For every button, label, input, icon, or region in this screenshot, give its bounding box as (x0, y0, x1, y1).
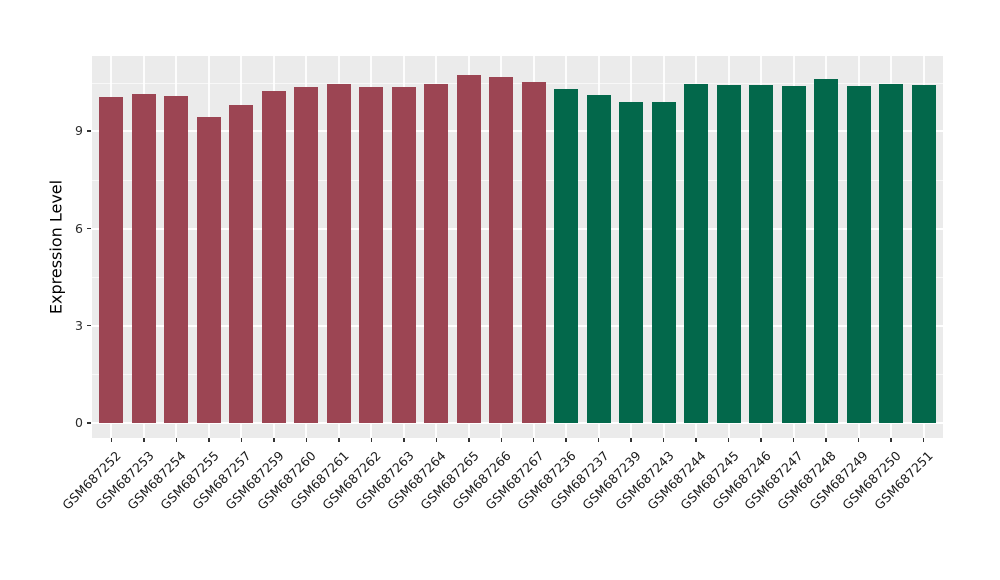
x-tick-mark-GSM687267 (532, 438, 535, 442)
y-tick-mark-9 (87, 130, 91, 132)
x-tick-mark-GSM687244 (695, 438, 697, 442)
bar-GSM687252 (99, 97, 124, 423)
x-tick-mark-GSM687254 (175, 438, 178, 442)
bar-GSM687236 (554, 88, 579, 423)
x-tick-mark-GSM687236 (565, 438, 567, 442)
bar-GSM687253 (131, 94, 156, 423)
x-tick-mark-GSM687253 (143, 438, 145, 442)
bar-GSM687254 (164, 95, 189, 423)
y-tick-label-3: 3 (75, 317, 83, 333)
gridline-major-y-3 (92, 324, 943, 327)
x-tick-mark-GSM687245 (727, 438, 730, 442)
x-tick-mark-GSM687259 (273, 438, 275, 442)
x-tick-mark-GSM687246 (760, 438, 762, 442)
bar-GSM687255 (196, 116, 221, 423)
y-tick-mark-0 (87, 422, 91, 424)
bar-GSM687247 (781, 86, 806, 423)
x-tick-mark-GSM687249 (857, 438, 860, 442)
x-tick-mark-GSM687263 (403, 438, 405, 442)
gridline-major-y-9 (92, 130, 943, 133)
x-tick-mark-GSM687255 (208, 438, 210, 442)
x-tick-mark-GSM687251 (922, 438, 925, 442)
bar-GSM687248 (814, 78, 839, 423)
x-tick-mark-GSM687248 (825, 438, 827, 442)
x-tick-mark-GSM687243 (662, 438, 665, 442)
bar-GSM687246 (749, 85, 774, 423)
plot-panel (92, 56, 943, 438)
gridline-major-y-6 (92, 227, 943, 230)
gridline-minor-y-10.5 (92, 82, 943, 84)
bar-GSM687243 (651, 102, 676, 423)
y-tick-label-9: 9 (75, 123, 83, 139)
bar-GSM687244 (684, 84, 709, 423)
bar-GSM687249 (846, 86, 871, 423)
bar-GSM687266 (489, 76, 514, 423)
x-tick-mark-GSM687252 (110, 438, 113, 442)
bar-GSM687257 (229, 105, 254, 423)
y-tick-label-6: 6 (75, 220, 83, 236)
x-tick-mark-GSM687260 (305, 438, 308, 442)
x-tick-mark-GSM687265 (468, 438, 470, 442)
bar-GSM687263 (391, 87, 416, 423)
gridline-major-y-0 (92, 422, 943, 424)
x-tick-mark-GSM687237 (597, 438, 600, 442)
x-tick-mark-GSM687261 (338, 438, 340, 442)
x-tick-mark-GSM687247 (792, 438, 795, 442)
gridline-minor-y-1.5 (92, 374, 943, 376)
bar-GSM687265 (456, 74, 481, 423)
bar-GSM687259 (261, 90, 286, 423)
bar-GSM687251 (911, 85, 936, 423)
bar-GSM687245 (716, 85, 741, 423)
x-tick-mark-GSM687239 (630, 438, 632, 442)
y-tick-mark-3 (87, 324, 91, 327)
gridline-minor-y-7.5 (92, 180, 943, 181)
x-tick-mark-GSM687257 (240, 438, 243, 442)
bar-GSM687267 (521, 82, 546, 423)
y-axis-title: Expression Level (46, 179, 66, 315)
x-tick-mark-GSM687262 (370, 438, 373, 442)
bar-GSM687261 (326, 84, 351, 423)
bar-GSM687250 (879, 84, 904, 423)
bar-GSM687264 (424, 84, 449, 423)
bar-GSM687262 (359, 86, 384, 423)
gridline-minor-y-4.5 (92, 277, 943, 279)
x-tick-mark-GSM687264 (435, 438, 438, 442)
y-tick-label-0: 0 (75, 415, 83, 430)
x-tick-mark-GSM687266 (500, 438, 502, 442)
x-tick-mark-GSM687250 (890, 438, 892, 442)
bar-GSM687239 (619, 102, 644, 423)
y-tick-mark-6 (87, 227, 91, 230)
bar-GSM687237 (586, 95, 611, 423)
bar-GSM687260 (294, 86, 319, 423)
